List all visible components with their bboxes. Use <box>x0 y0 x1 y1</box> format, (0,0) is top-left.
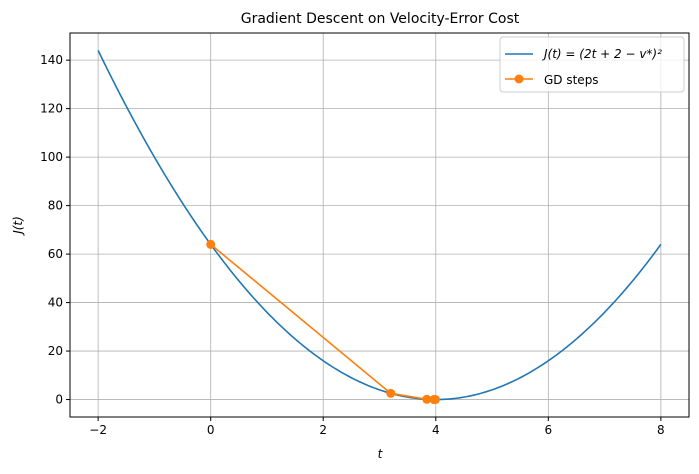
y-axis-label: J(t) <box>11 216 25 236</box>
y-tick-label: 0 <box>55 393 63 407</box>
y-tick-label: 60 <box>48 247 63 261</box>
axes-frame <box>69 32 690 418</box>
y-tick-label: 120 <box>40 102 63 116</box>
legend-label-curve: J(t) = (2t + 2 − v*)² <box>542 47 662 61</box>
legend: J(t) = (2t + 2 − v*)² GD steps <box>499 36 685 93</box>
y-tick-label: 40 <box>48 296 63 310</box>
x-axis-label: t <box>378 447 384 461</box>
y-tick-label: 140 <box>40 53 63 67</box>
gd-step-point <box>430 395 440 405</box>
legend-box <box>499 36 685 93</box>
x-tick-label: 0 <box>207 423 215 437</box>
x-tick-label: 6 <box>544 423 552 437</box>
y-tick-label: 80 <box>48 199 63 213</box>
legend-label-gd: GD steps <box>544 73 599 87</box>
x-tick-label: 2 <box>319 423 327 437</box>
chart-title: Gradient Descent on Velocity-Error Cost <box>241 11 520 27</box>
y-tick-label: 100 <box>40 150 63 164</box>
y-tick-label: 20 <box>48 344 63 358</box>
x-tick-label: 4 <box>432 423 440 437</box>
x-tick-label: −2 <box>89 423 107 437</box>
legend-marker-gd <box>514 74 524 84</box>
gd-step-point <box>422 394 432 404</box>
cost-curve <box>97 50 662 401</box>
x-tick-label: 8 <box>657 423 665 437</box>
gd-step-point <box>206 239 216 249</box>
series-layer <box>97 50 662 405</box>
gd-step-point <box>386 388 396 398</box>
